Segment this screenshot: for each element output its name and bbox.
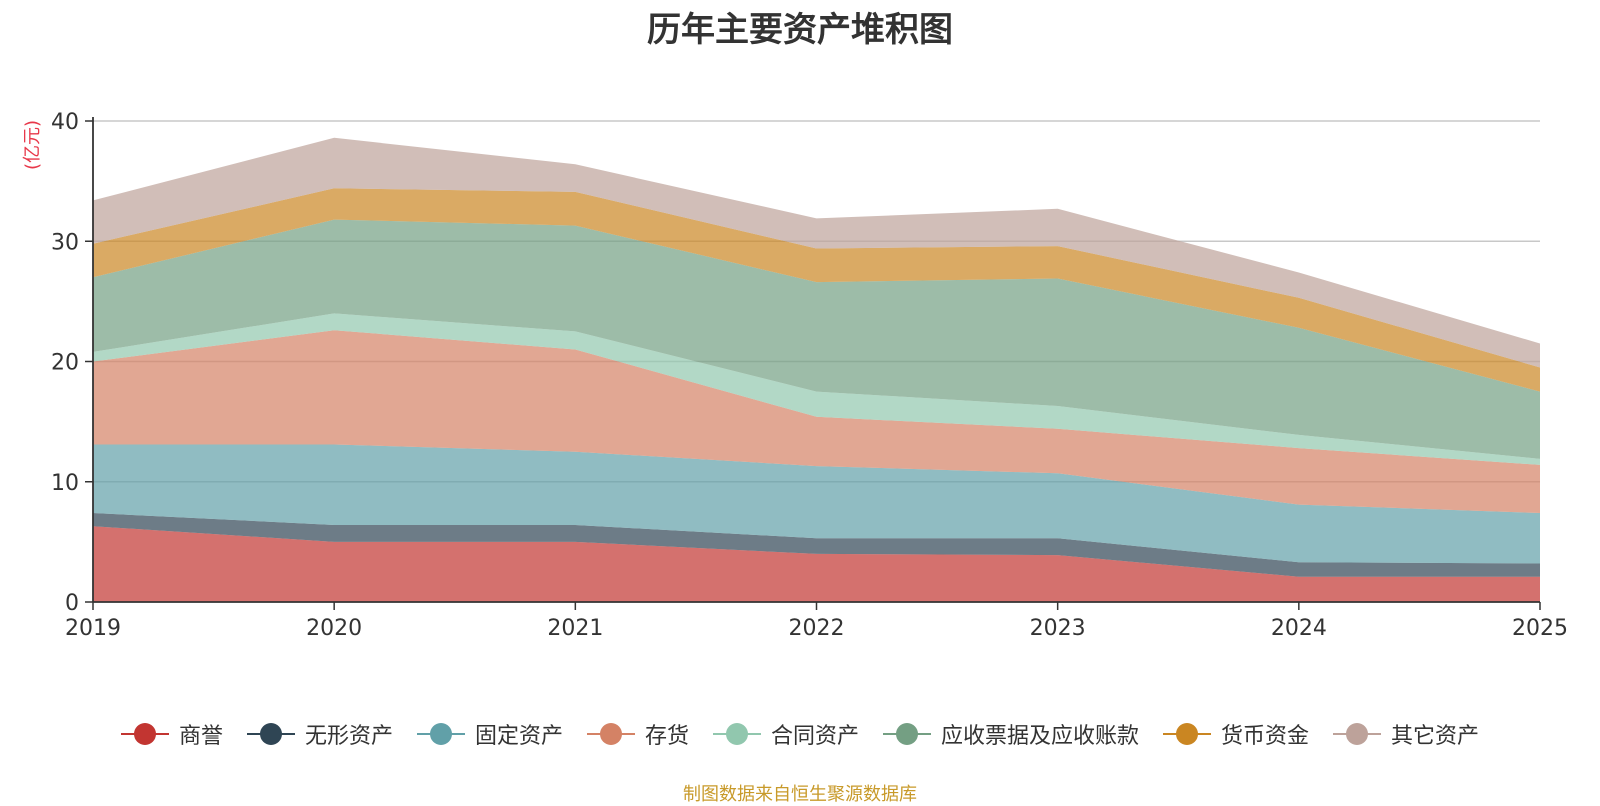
x-tick-label: 2025 bbox=[1512, 616, 1568, 641]
legend-label: 无形资产 bbox=[304, 724, 393, 749]
legend-label: 商誉 bbox=[178, 724, 223, 749]
x-tick-label: 2022 bbox=[789, 616, 845, 641]
legend-label: 存货 bbox=[644, 724, 689, 749]
area-series-2[interactable] bbox=[93, 513, 1540, 577]
legend-label: 其它资产 bbox=[1391, 724, 1480, 749]
source-note: 制图数据来自恒生聚源数据库 bbox=[683, 784, 917, 805]
legend-swatch-icon bbox=[416, 722, 465, 746]
legend-swatch-icon bbox=[120, 722, 169, 746]
legend-item[interactable]: 固定资产 bbox=[416, 718, 563, 750]
chart-title: 历年主要资产堆积图 bbox=[647, 10, 953, 50]
area-series-layer bbox=[93, 137, 1540, 602]
y-tick-label: 30 bbox=[51, 230, 79, 255]
x-tick-label: 2024 bbox=[1271, 616, 1327, 641]
y-tick-label: 0 bbox=[65, 591, 79, 616]
legend-swatch-icon bbox=[1163, 722, 1212, 746]
area-series-7[interactable] bbox=[93, 188, 1540, 392]
x-tick-label: 2019 bbox=[65, 616, 121, 641]
axes: 0 10 20 30 40 2019 2020 2021 2022 2023 2024 2025 bbox=[51, 110, 1568, 641]
legend-label: 应收票据及应收账款 bbox=[941, 724, 1140, 749]
legend-item[interactable]: 应收票据及应收账款 bbox=[883, 718, 1139, 750]
area-series-5[interactable] bbox=[93, 313, 1540, 465]
legend-label: 货币资金 bbox=[1221, 724, 1310, 749]
legend-label: 固定资产 bbox=[474, 724, 563, 749]
x-tick-label: 2021 bbox=[547, 616, 603, 641]
legend: 商誉 无形资产 固定资产 存货 合同资产 应收票据及应收账款 货币资金 其它资产 bbox=[0, 718, 1600, 750]
y-tick-label: 20 bbox=[51, 351, 79, 376]
legend-item[interactable]: 货币资金 bbox=[1163, 718, 1309, 750]
x-tick-label: 2020 bbox=[306, 616, 362, 641]
legend-swatch-icon bbox=[713, 722, 761, 746]
legend-item[interactable]: 其它资产 bbox=[1333, 718, 1479, 750]
area-series-6[interactable] bbox=[93, 219, 1540, 459]
area-series-1[interactable] bbox=[93, 526, 1540, 602]
legend-label: 合同资产 bbox=[771, 724, 860, 749]
legend-item[interactable]: 无形资产 bbox=[246, 718, 393, 750]
x-tick-label: 2023 bbox=[1030, 616, 1086, 641]
y-tick-label: 10 bbox=[51, 471, 79, 496]
legend-swatch-icon bbox=[246, 722, 295, 746]
legend-swatch-icon bbox=[883, 722, 932, 746]
legend-item[interactable]: 合同资产 bbox=[713, 718, 859, 750]
legend-item[interactable]: 存货 bbox=[586, 718, 689, 750]
y-tick-label: 40 bbox=[51, 110, 79, 135]
area-series-3[interactable] bbox=[93, 444, 1540, 564]
legend-item[interactable]: 商誉 bbox=[120, 718, 223, 750]
legend-swatch-icon bbox=[1333, 722, 1382, 746]
legend-swatch-icon bbox=[586, 722, 635, 746]
area-series-4[interactable] bbox=[93, 330, 1540, 513]
